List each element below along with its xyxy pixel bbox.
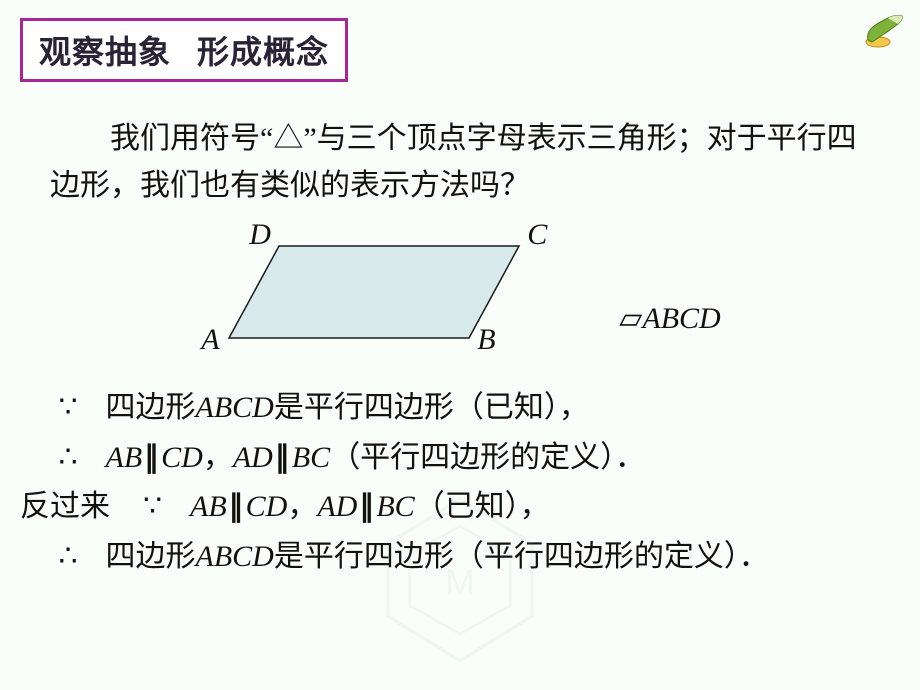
proof-2-m4: BC (292, 441, 330, 474)
slide: 观察抽象形成概念 我们用符号“△”与三个顶点字母表示三角形；对于平行四边形，我们… (0, 0, 920, 690)
proof-line-1: ∵ 四边形ABCD是平行四边形（已知）， (48, 383, 900, 433)
proof-1-pre: 四边形 (106, 391, 196, 424)
proof-line-2: ∴ AB∥CD，AD∥BC（平行四边形的定义）． (48, 433, 900, 483)
proof-3-m3: AD (317, 490, 357, 523)
proof-4-post: 是平行四边形（平行四边形的定义）． (274, 540, 769, 573)
proof-3-post: （已知）， (415, 490, 550, 523)
parallel-symbol: ∥ (142, 441, 161, 474)
title-part1: 观察抽象 (39, 34, 171, 70)
proof-4-math: ABCD (196, 540, 274, 573)
proof-2-m1: AB (106, 441, 143, 474)
vertex-A: A (201, 323, 219, 357)
parallel-symbol-3: ∥ (227, 490, 246, 523)
intro-text: 我们用符号“△”与三个顶点字母表示三角形；对于平行四边形，我们也有类似的表示方法… (20, 116, 900, 209)
proof-3-sep: ， (287, 490, 317, 523)
proof-2-m2: CD (161, 441, 203, 474)
parallel-symbol-4: ∥ (357, 490, 376, 523)
parallel-symbol-2: ∥ (273, 441, 292, 474)
proof-block: ∵ 四边形ABCD是平行四边形（已知）， ∴ AB∥CD，AD∥BC（平行四边形… (48, 383, 900, 581)
proof-1-post: 是平行四边形（已知）， (274, 391, 589, 424)
vertex-B: B (477, 323, 495, 357)
proof-3-m2: CD (246, 490, 288, 523)
proof-3-m4: BC (376, 490, 414, 523)
proof-3-prefix: 反过来 (20, 490, 110, 523)
proof-2-post: （平行四边形的定义）． (330, 441, 645, 474)
title-box: 观察抽象形成概念 (20, 18, 348, 82)
parallelogram-notation: ▱ABCD (619, 301, 720, 336)
proof-line-3: 反过来 ∵ AB∥CD，AD∥BC（已知）， (20, 482, 900, 532)
vertex-D: D (249, 218, 271, 252)
proof-line-4: ∴ 四边形ABCD是平行四边形（平行四边形的定义）． (48, 532, 900, 582)
because-symbol-2: ∵ (133, 482, 173, 532)
vertex-C: C (527, 218, 547, 252)
proof-2-m3: AD (233, 441, 273, 474)
brush-icon (858, 12, 906, 53)
proof-2-sep: ， (203, 441, 233, 474)
diagram-row: D C A B ▱ABCD (20, 223, 900, 373)
parallelogram-diagram: D C A B (199, 228, 559, 368)
title-part2: 形成概念 (197, 34, 329, 70)
intro-line: 我们用符号“△”与三个顶点字母表示三角形；对于平行四边形，我们也有类似的表示方法… (50, 122, 857, 202)
because-symbol: ∵ (48, 383, 88, 433)
notation-label: ABCD (642, 302, 720, 335)
therefore-symbol: ∴ (48, 433, 88, 483)
proof-4-pre: 四边形 (106, 540, 196, 573)
therefore-symbol-2: ∴ (48, 532, 88, 582)
proof-1-math: ABCD (196, 391, 274, 424)
parallelogram-symbol: ▱ (619, 302, 642, 335)
proof-3-m1: AB (190, 490, 227, 523)
